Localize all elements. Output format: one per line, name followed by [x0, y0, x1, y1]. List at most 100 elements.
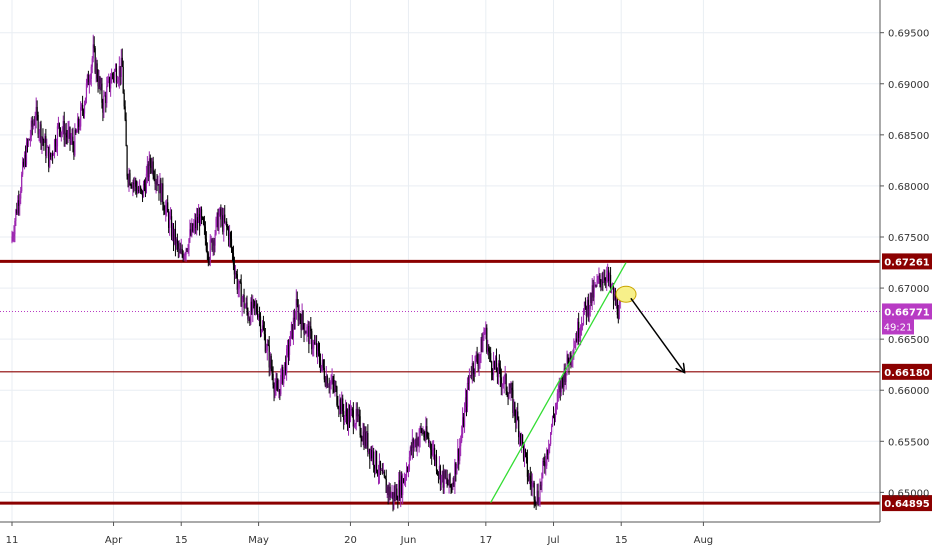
candle-body	[140, 189, 143, 191]
candle-body	[257, 312, 259, 318]
candle-body	[352, 410, 354, 427]
candle-body	[151, 161, 153, 168]
candle-body	[294, 318, 296, 323]
candle-body	[547, 449, 549, 455]
candle-body	[47, 146, 49, 148]
candle-body	[617, 314, 619, 320]
candle-body	[197, 217, 199, 223]
candle-body	[72, 136, 74, 145]
candle-body	[370, 450, 372, 459]
candle-body	[301, 311, 303, 330]
candle-body	[99, 77, 101, 87]
candle-body	[488, 347, 490, 352]
candle-body	[516, 411, 518, 423]
candle-body	[538, 502, 540, 505]
candle-body	[224, 214, 226, 222]
candle-body	[439, 466, 441, 485]
candle-body	[279, 389, 281, 395]
candle-body	[207, 253, 209, 260]
candle-body	[160, 179, 162, 202]
candle-body	[261, 325, 264, 331]
candle-body	[31, 120, 33, 127]
candle-body	[168, 212, 170, 228]
candle-body	[419, 427, 421, 438]
candle-body	[403, 478, 405, 483]
candle-body	[161, 183, 163, 202]
candle-body	[150, 165, 152, 168]
candle-body	[286, 348, 288, 374]
candle-body	[195, 220, 197, 229]
candle-body	[282, 367, 284, 384]
candle-body	[237, 288, 239, 290]
candle-body	[126, 146, 128, 177]
candle-body	[575, 338, 577, 346]
candle-body	[213, 240, 215, 246]
candle-body	[459, 446, 461, 461]
candle-body	[93, 44, 95, 49]
candle-body	[578, 321, 580, 338]
candle-body	[463, 408, 466, 427]
candle-body	[427, 436, 429, 439]
candle-body	[169, 217, 171, 228]
candle-body	[334, 385, 336, 390]
candle-body	[350, 408, 353, 410]
candle-body	[302, 311, 304, 324]
candle-body	[464, 397, 467, 409]
candle-body	[542, 460, 544, 474]
candle-body	[215, 218, 217, 235]
candle-body	[135, 180, 137, 187]
candle-body	[129, 173, 131, 185]
candle-body	[214, 234, 216, 246]
candle-body	[349, 409, 352, 422]
candle-body	[44, 136, 46, 143]
candle-body	[155, 181, 157, 184]
candle-body	[117, 79, 119, 83]
candle-body	[98, 77, 100, 87]
candle-body	[425, 426, 427, 439]
candle-body	[567, 354, 569, 363]
candle-body	[28, 139, 31, 141]
candle-body	[431, 449, 433, 456]
candle-body	[113, 70, 116, 78]
candle-body	[201, 217, 204, 219]
candle-body	[40, 124, 42, 144]
candle-body	[389, 486, 391, 498]
candle-body	[64, 132, 66, 140]
candle-body	[56, 126, 59, 147]
candle-body	[153, 175, 155, 179]
candle-body	[462, 417, 465, 427]
candle-body	[442, 471, 444, 488]
candle-body	[426, 426, 428, 437]
candle-body	[410, 446, 412, 452]
candle-body	[123, 93, 125, 107]
candle-body	[470, 374, 472, 376]
candle-body	[525, 452, 528, 458]
candle-body	[283, 370, 285, 384]
candle-body	[105, 95, 107, 104]
candle-body	[256, 305, 258, 313]
candle-body	[236, 274, 238, 290]
candle-body	[495, 357, 498, 372]
candle-body	[517, 411, 519, 420]
candle-body	[206, 250, 208, 254]
candle-body	[91, 58, 93, 67]
candle-body	[154, 178, 156, 184]
candle-body	[315, 343, 317, 345]
candle-body	[157, 184, 159, 185]
candle-body	[21, 174, 23, 192]
candle-body	[202, 217, 205, 225]
candle-body	[74, 129, 76, 156]
candle-body	[555, 403, 558, 409]
candle-body	[45, 136, 47, 156]
candle-body	[404, 476, 407, 478]
candle-body	[491, 361, 493, 372]
candle-body	[190, 229, 192, 235]
candle-body	[469, 374, 471, 377]
candle-body	[524, 450, 527, 453]
x-tick-label: Jun	[400, 535, 417, 546]
candle-body	[481, 339, 483, 352]
candle-body	[96, 63, 98, 79]
candle-body	[435, 456, 438, 471]
candle-body	[136, 186, 138, 194]
candle-body	[448, 474, 450, 486]
